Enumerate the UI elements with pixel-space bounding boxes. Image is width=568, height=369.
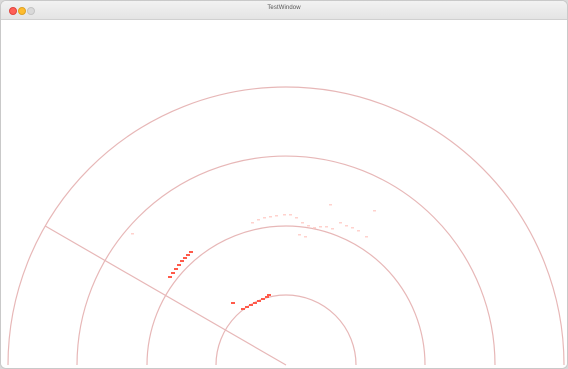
radar-point-faint-17 [351,227,354,229]
radar-ring-1 [215,294,357,366]
radar-plot [7,86,565,366]
radar-point-faint-2 [257,219,260,221]
radar-point-faint-15 [339,222,342,224]
radar-ring-4 [7,86,565,366]
radar-point-faint-24 [304,236,307,238]
radar-point-faint-9 [301,222,304,224]
radar-point-strong-10 [245,306,249,308]
radar-point-strong-14 [261,298,265,300]
zoom-button[interactable] [27,7,35,15]
radar-points [131,204,376,310]
radar-point-faint-20 [373,210,376,212]
radar-point-faint-22 [131,233,134,235]
radar-point-strong-9 [241,308,245,310]
radar-canvas [1,20,567,368]
radar-sweep-line [44,225,287,366]
radar-point-strong-16 [267,294,271,296]
radar-point-faint-19 [365,236,368,238]
radar-point-faint-23 [298,234,301,236]
radar-point-strong-12 [253,302,257,304]
radar-point-faint-21 [329,204,332,206]
radar-point-strong-7 [186,254,190,256]
radar-point-faint-4 [269,216,272,218]
radar-point-faint-7 [289,214,292,216]
radar-point-faint-14 [331,228,334,230]
radar-point-faint-5 [275,215,278,217]
radar-point-strong-15 [265,296,269,298]
window-titlebar: TestWindow [1,1,567,20]
radar-rings [7,86,565,366]
radar-point-strong-17 [231,302,235,304]
radar-point-faint-10 [307,225,310,227]
radar-point-strong-1 [168,276,172,278]
radar-point-strong-13 [257,300,261,302]
radar-point-strong-8 [189,251,193,253]
radar-ring-2 [146,225,426,366]
radar-point-faint-6 [283,214,286,216]
minimize-button[interactable] [18,7,26,15]
radar-point-strong-2 [171,272,175,274]
radar-point-strong-6 [183,257,187,259]
radar-point-strong-3 [174,268,178,270]
radar-point-faint-8 [295,217,298,219]
radar-point-faint-1 [251,222,254,224]
radar-point-faint-12 [319,226,322,228]
radar-point-strong-4 [177,264,181,266]
radar-point-faint-16 [345,225,348,227]
close-button[interactable] [9,7,17,15]
radar-point-faint-3 [263,217,266,219]
radar-point-strong-5 [180,260,184,262]
radar-point-faint-18 [357,230,360,232]
radar-point-strong-11 [249,304,253,306]
window-title: TestWindow [267,5,301,11]
radar-point-faint-13 [325,226,328,228]
radar-ring-3 [76,155,496,366]
radar-point-faint-11 [313,227,316,229]
